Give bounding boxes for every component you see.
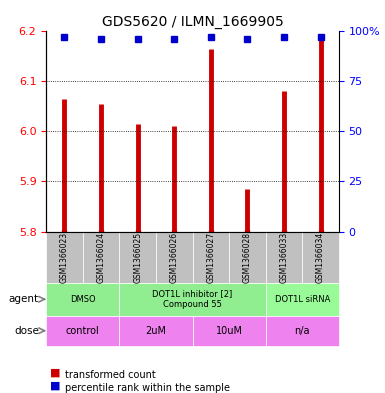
FancyBboxPatch shape <box>119 283 266 316</box>
FancyBboxPatch shape <box>46 283 119 316</box>
FancyBboxPatch shape <box>192 231 229 283</box>
Text: ■: ■ <box>50 367 60 377</box>
FancyBboxPatch shape <box>46 231 83 283</box>
Text: 2uM: 2uM <box>146 326 166 336</box>
Text: ■: ■ <box>50 380 60 390</box>
Text: 10uM: 10uM <box>216 326 243 336</box>
Text: transformed count: transformed count <box>65 370 156 380</box>
FancyBboxPatch shape <box>119 316 192 346</box>
Text: GSM1366024: GSM1366024 <box>97 232 105 283</box>
FancyBboxPatch shape <box>229 231 266 283</box>
FancyBboxPatch shape <box>266 316 339 346</box>
FancyBboxPatch shape <box>266 283 339 316</box>
Text: GSM1366034: GSM1366034 <box>316 231 325 283</box>
FancyBboxPatch shape <box>156 231 192 283</box>
FancyBboxPatch shape <box>46 316 119 346</box>
Text: GSM1366026: GSM1366026 <box>170 232 179 283</box>
FancyBboxPatch shape <box>83 231 119 283</box>
Text: agent: agent <box>9 294 39 304</box>
Text: percentile rank within the sample: percentile rank within the sample <box>65 383 231 393</box>
FancyBboxPatch shape <box>266 231 302 283</box>
Text: n/a: n/a <box>295 326 310 336</box>
Text: DOT1L siRNA: DOT1L siRNA <box>275 295 330 304</box>
Text: GSM1366028: GSM1366028 <box>243 232 252 283</box>
FancyBboxPatch shape <box>192 316 266 346</box>
Text: dose: dose <box>14 326 39 336</box>
FancyBboxPatch shape <box>302 231 339 283</box>
FancyBboxPatch shape <box>119 231 156 283</box>
Text: GSM1366025: GSM1366025 <box>133 232 142 283</box>
Text: GSM1366027: GSM1366027 <box>206 232 215 283</box>
Text: control: control <box>66 326 100 336</box>
Text: GSM1366023: GSM1366023 <box>60 232 69 283</box>
Text: DOT1L inhibitor [2]
Compound 55: DOT1L inhibitor [2] Compound 55 <box>152 290 233 309</box>
Text: GSM1366033: GSM1366033 <box>280 231 288 283</box>
Title: GDS5620 / ILMN_1669905: GDS5620 / ILMN_1669905 <box>102 15 283 29</box>
Text: DMSO: DMSO <box>70 295 95 304</box>
